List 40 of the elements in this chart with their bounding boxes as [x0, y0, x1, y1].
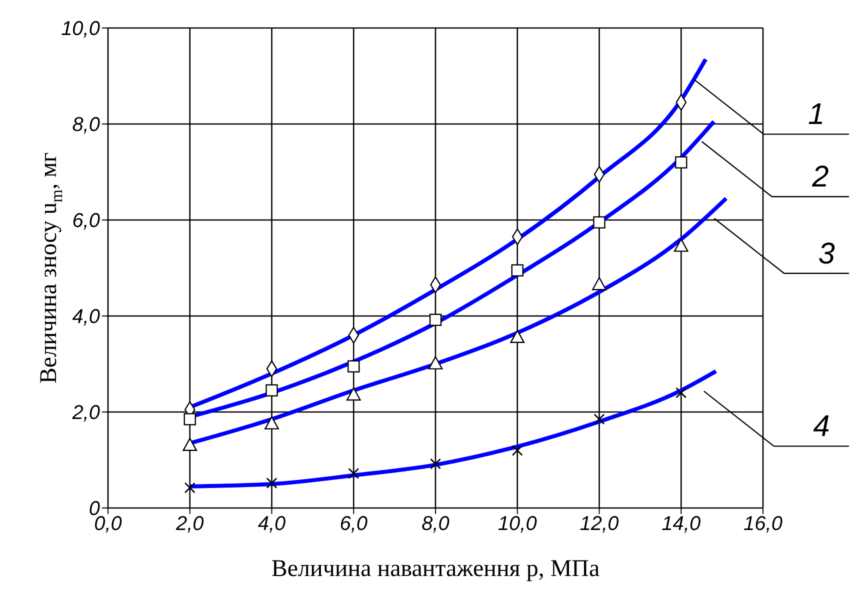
x-tick-label: 6,0 [340, 513, 368, 536]
point [428, 356, 443, 370]
x-tick-label: 10,0 [498, 513, 537, 536]
point [184, 482, 196, 494]
x-tick-label: 16,0 [744, 513, 782, 536]
point [348, 468, 360, 479]
x-tick-label: 4,0 [258, 513, 286, 536]
text: 2 [811, 160, 830, 194]
text: 3 [818, 237, 836, 270]
point [593, 216, 606, 228]
point [266, 478, 278, 489]
point [592, 277, 606, 290]
y-tick-label: 6,0 [72, 210, 100, 232]
point [430, 458, 441, 470]
point [512, 444, 523, 456]
y-tick-label: 8,0 [72, 114, 100, 136]
x-axis-title: Величина навантаження p, МПа [271, 556, 600, 582]
point [674, 238, 688, 252]
point [594, 414, 605, 425]
point [676, 387, 687, 398]
point [510, 330, 525, 343]
x-tick-label: 14,0 [662, 513, 701, 536]
point [348, 360, 360, 372]
point [346, 387, 361, 401]
y-tick-label: 10,0 [61, 18, 100, 40]
point [429, 314, 442, 326]
text: 4 [813, 410, 830, 444]
y-tick-label: 2,0 [71, 402, 100, 424]
point [266, 384, 278, 396]
point [264, 416, 279, 430]
point [182, 438, 198, 451]
x-tick-label: 2,0 [174, 513, 204, 536]
x-tick-label: 12,0 [580, 513, 619, 536]
line-series [188, 369, 718, 488]
point [675, 156, 688, 168]
x-tick-label: 8,0 [422, 513, 450, 536]
text: 1 [808, 98, 825, 132]
point [184, 413, 196, 426]
y-tick-label: 4,0 [72, 306, 100, 328]
point [511, 264, 524, 276]
